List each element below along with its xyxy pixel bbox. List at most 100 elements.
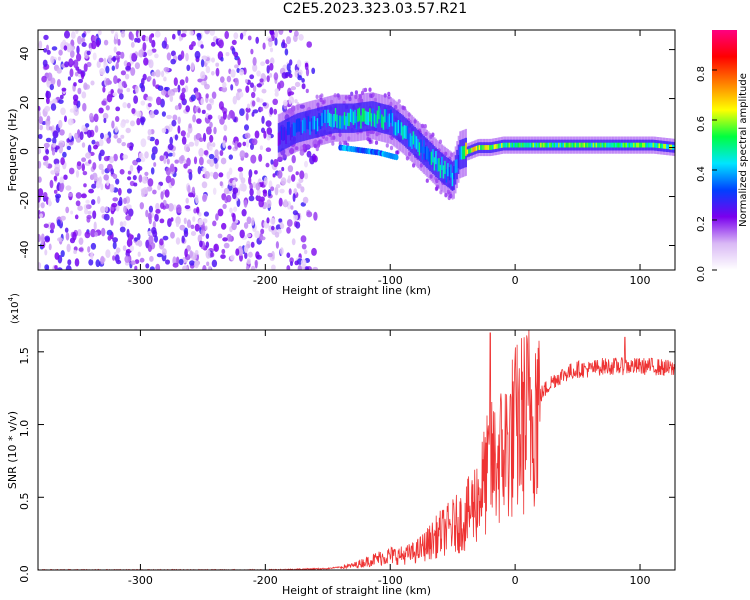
x-tick-label: -100 [378,274,403,287]
noise-cell [93,221,97,231]
halo-cell [385,143,389,148]
noise-cell [245,112,249,121]
secondary-ridge-cell [394,154,399,161]
noise-cell [58,49,63,56]
noise-cell [306,211,313,218]
noise-cell [105,249,111,258]
noise-cell [66,138,70,143]
noise-cell [78,247,84,252]
noise-cell [225,52,230,57]
noise-cell [43,34,49,41]
noise-cell [68,132,72,140]
noise-cell [143,57,149,66]
halo-cell [387,91,391,97]
noise-cell [226,233,232,242]
ridge-core [489,145,491,150]
halo-cell [368,87,372,92]
noise-cell [151,146,158,155]
noise-cell [226,75,232,83]
noise-cell [311,247,317,256]
noise-cell [172,262,179,268]
noise-cell [134,62,140,70]
ridge-core [508,142,511,148]
noise-cell [212,187,217,195]
noise-cell [155,202,160,211]
noise-cell [139,202,144,210]
noise-cell [220,157,227,165]
noise-cell [159,238,164,246]
ridge-core [670,144,673,150]
ridge-core [571,142,574,148]
noise-cell [182,265,188,270]
ridge-core [631,142,634,148]
noise-cell [278,197,283,207]
ridge-core [312,116,315,130]
noise-cell [226,171,231,180]
ridge-core [378,106,380,120]
noise-cell [68,167,75,175]
noise-cell [73,249,77,254]
exponent-power: 4 [7,296,15,301]
halo-cell [354,90,358,95]
noise-cell [65,185,72,191]
noise-cell [151,71,157,77]
noise-cell [183,230,189,238]
noise-cell [201,109,206,114]
noise-cell [271,225,275,231]
noise-cell [103,174,109,181]
ridge-core [643,142,646,148]
ridge-core [574,142,577,148]
noise-cell [150,167,155,175]
noise-cell [111,65,116,71]
noise-cell [180,130,186,137]
noise-cell [48,126,53,131]
noise-cell [127,170,132,175]
noise-cell [125,215,132,221]
noise-cell [292,193,296,202]
noise-cell [230,84,234,91]
ridge-core [280,126,283,140]
noise-cell [213,244,218,251]
ridge-core [450,164,452,178]
noise-cell [209,121,213,128]
ridge-core [366,111,368,125]
noise-cell [252,181,256,189]
noise-cell [77,35,82,45]
noise-cell [115,106,121,112]
noise-cell [134,85,139,94]
ridge-core [657,143,659,148]
noise-cell [87,144,92,153]
noise-cell [180,50,185,60]
noise-cell [228,154,233,160]
noise-cell [130,33,134,41]
ridge-core [492,144,494,150]
noise-cell [114,126,119,133]
ridge-core [610,142,613,148]
ridge-core [654,142,656,148]
noise-cell [59,94,64,100]
noise-cell [271,250,275,260]
ridge-core [343,112,346,126]
noise-cell [66,243,71,253]
ridge-core [295,119,298,133]
noise-cell [231,39,237,46]
noise-cell [77,205,83,211]
noise-cell [202,265,207,270]
noise-cell [40,202,45,209]
ridge-core [358,107,361,121]
noise-cell [215,67,220,77]
noise-cell [138,49,144,58]
noise-cell [237,58,241,66]
noise-cell [165,167,171,176]
noise-cell [146,96,152,101]
noise-cell [126,102,131,109]
noise-cell [152,221,156,229]
noise-cell [151,152,156,161]
noise-cell [99,138,104,147]
noise-cell [181,87,186,94]
ridge-core [388,113,391,127]
ridge-core [472,147,475,152]
noise-cell [220,56,224,62]
ridge-core [484,145,487,150]
noise-cell [141,34,147,42]
